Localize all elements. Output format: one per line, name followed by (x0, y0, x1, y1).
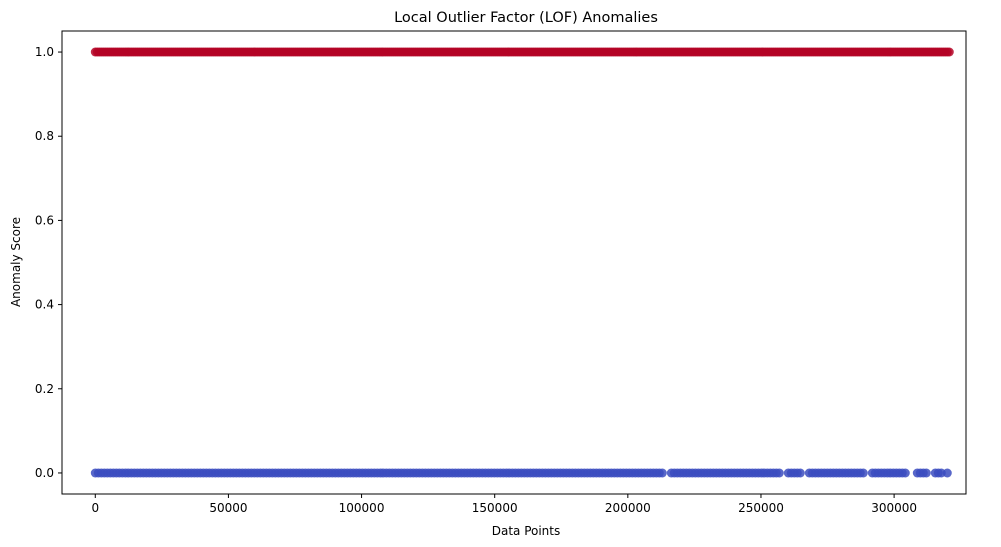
y-tick-label: 0.4 (35, 298, 54, 312)
x-tick-label: 250000 (738, 501, 784, 515)
x-tick-label: 50000 (209, 501, 247, 515)
y-tick-label: 0.6 (35, 213, 54, 227)
normal-point (795, 468, 805, 478)
chart-title: Local Outlier Factor (LOF) Anomalies (394, 10, 658, 26)
y-tick-label: 0.8 (35, 129, 54, 143)
y-axis: 0.0 0.2 0.4 0.6 0.8 1.0 (35, 45, 62, 480)
plot-area (61, 30, 967, 495)
y-tick-label: 1.0 (35, 45, 54, 59)
x-axis-label: Data Points (492, 524, 561, 538)
x-tick-label: 0 (91, 501, 99, 515)
plot-frame (61, 30, 967, 495)
x-tick-label: 200000 (605, 501, 651, 515)
y-tick-label: 0.2 (35, 382, 54, 396)
normal-point (942, 468, 952, 478)
normal-point (657, 468, 667, 478)
y-axis-label: Anomaly Score (9, 217, 23, 307)
score-one-markers (90, 47, 954, 57)
x-tick-label: 300000 (871, 501, 917, 515)
x-tick-label: 100000 (339, 501, 385, 515)
y-tick-label: 0.0 (35, 466, 54, 480)
normal-point (900, 468, 910, 478)
normal-point (774, 468, 784, 478)
anomaly-point (944, 47, 954, 57)
normal-point (921, 468, 931, 478)
x-tick-label: 150000 (472, 501, 518, 515)
score-zero-markers (90, 468, 952, 478)
normal-point (858, 468, 868, 478)
x-axis: 0 50000 100000 150000 200000 250000 300000 (91, 494, 917, 515)
